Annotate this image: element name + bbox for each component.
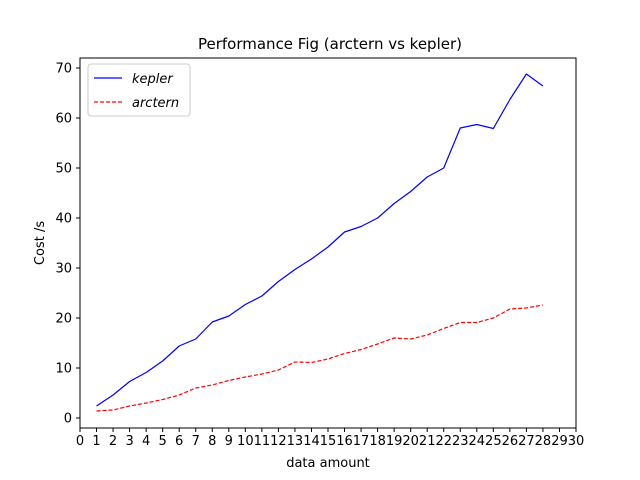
x-tick-label: 30 [568, 434, 585, 449]
series-line-arctern [96, 304, 544, 412]
y-tick-label: 10 [55, 362, 72, 377]
y-tick-label: 50 [55, 162, 72, 177]
y-tick-label: 30 [55, 262, 72, 277]
series-line-kepler [96, 73, 544, 407]
x-tick-label: 1 [92, 434, 100, 449]
x-tick-label: 15 [320, 434, 337, 449]
x-tick-label: 16 [336, 434, 353, 449]
x-tick-label: 19 [386, 434, 403, 449]
x-axis-ticks: 0 1 2 3 4 5 6 7 8 9 10 11 12 13 14 15 16 17 18 19 20 21 22 23 24… [76, 428, 584, 449]
y-tick-label: 0 [64, 412, 72, 427]
y-axis-ticks: 0 10 20 30 40 50 60 70 [55, 62, 80, 427]
x-tick-label: 26 [502, 434, 519, 449]
x-tick-label: 0 [76, 434, 84, 449]
x-tick-label: 4 [142, 434, 150, 449]
legend-box [87, 63, 191, 117]
x-tick-label: 12 [270, 434, 287, 449]
y-tick-label: 20 [55, 312, 72, 327]
x-tick-label: 23 [452, 434, 469, 449]
x-tick-label: 9 [225, 434, 233, 449]
x-tick-label: 2 [109, 434, 117, 449]
x-tick-label: 7 [192, 434, 200, 449]
x-tick-label: 29 [551, 434, 568, 449]
y-tick-label: 60 [55, 112, 72, 127]
y-tick-label: 40 [55, 212, 72, 227]
x-tick-label: 28 [535, 434, 552, 449]
y-axis-label: Cost /s [33, 221, 48, 265]
x-axis-label: data amount [286, 456, 370, 471]
x-tick-label: 27 [518, 434, 535, 449]
x-tick-label: 6 [175, 434, 183, 449]
x-tick-label: 20 [402, 434, 419, 449]
x-tick-label: 8 [208, 434, 216, 449]
series-lines [96, 73, 544, 412]
x-tick-label: 10 [237, 434, 254, 449]
x-tick-label: 25 [485, 434, 502, 449]
x-tick-label: 3 [125, 434, 133, 449]
legend-label-arctern: arctern [132, 96, 179, 111]
x-tick-label: 13 [287, 434, 304, 449]
x-tick-label: 14 [303, 434, 320, 449]
x-tick-label: 17 [353, 434, 370, 449]
chart-title: Performance Fig (arctern vs kepler) [198, 35, 462, 53]
x-tick-label: 21 [419, 434, 436, 449]
x-tick-label: 18 [369, 434, 386, 449]
x-tick-label: 24 [469, 434, 486, 449]
legend-label-kepler: kepler [132, 72, 174, 87]
legend: kepler arctern [87, 63, 191, 117]
y-tick-label: 70 [55, 62, 72, 77]
x-tick-label: 5 [159, 434, 167, 449]
x-tick-label: 11 [254, 434, 271, 449]
x-tick-label: 22 [435, 434, 452, 449]
